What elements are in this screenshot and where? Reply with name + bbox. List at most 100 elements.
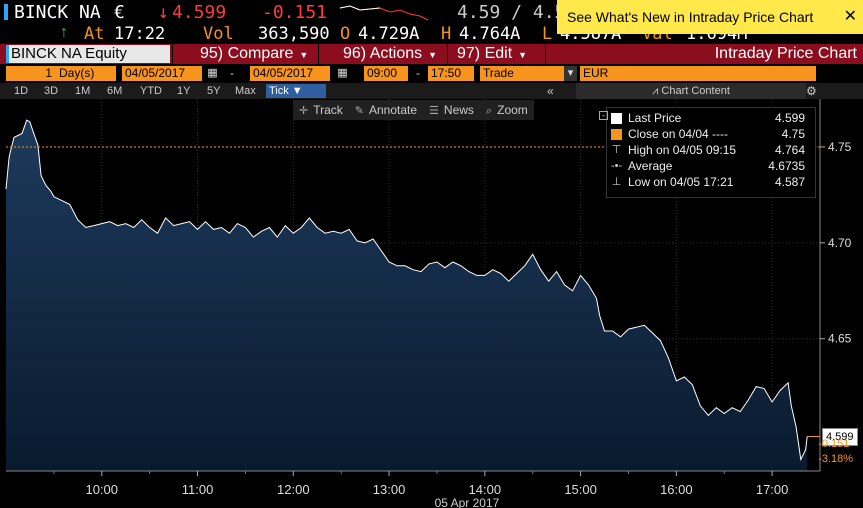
legend-high[interactable]: ⊤ High on 04/05 09:15 4.764 (611, 143, 811, 159)
date-separator: - (230, 66, 234, 80)
chart-icon: ⩘ (652, 85, 662, 97)
calendar-icon[interactable]: ▦ (337, 67, 348, 79)
range-3d[interactable]: 3D (44, 85, 59, 97)
event-value: Trade (483, 66, 514, 80)
zoom-button[interactable]: ⌕ Zoom (480, 100, 534, 120)
range-ytd[interactable]: YTD (140, 85, 162, 97)
x-axis: 10:00 11:00 12:00 13:00 14:00 15:00 16:00 17:00 (6, 470, 820, 497)
orange-square-icon (611, 129, 622, 140)
whats-new-banner[interactable]: See What's New in Intraday Price Chart ✕ (557, 0, 863, 34)
net-change: -0.151 (262, 2, 328, 23)
y-axis: 4.75 4.70 4.65 (820, 140, 852, 346)
white-square-icon (611, 113, 622, 124)
range-1y[interactable]: 1Y (177, 85, 191, 97)
start-date-field[interactable]: 04/05/2017 (122, 66, 202, 81)
dropdown-arrow-icon: ▼ (299, 50, 309, 60)
sparkline-icon (340, 5, 429, 21)
actions-label: 96) Actions (343, 45, 423, 62)
start-time: 09:00 (367, 66, 398, 80)
track-button[interactable]: ✛ Track (293, 100, 349, 120)
days-value: 1 (45, 66, 52, 80)
range-6m[interactable]: 6M (107, 85, 123, 97)
vol-label: Vol (203, 24, 234, 44)
legend-low-value: 4.587 (774, 175, 805, 189)
low-label: L (542, 24, 553, 44)
gear-icon[interactable]: ⚙ (806, 84, 817, 98)
menu-divider (172, 44, 173, 64)
event-select[interactable]: Trade (480, 66, 564, 81)
x-tick-label: 16:00 (660, 482, 693, 497)
collapse-icon[interactable]: « (547, 84, 554, 98)
annotate-button[interactable]: ✎ Annotate (349, 100, 423, 120)
currency-field[interactable]: EUR (580, 66, 816, 81)
parameter-bar: 1 Day(s) 04/05/2017 ▦ - 04/05/2017 ▦ 09:… (0, 65, 863, 82)
actions-menu[interactable]: 96) Actions ▼ (343, 44, 437, 64)
annotate-label: Annotate (369, 103, 418, 117)
legend-average[interactable]: ‑•‑ Average 4.6735 (611, 159, 811, 175)
legend-last-price[interactable]: Last Price 4.599 (611, 111, 811, 127)
chart-content-label: Chart Content (661, 85, 730, 97)
legend-high-value: 4.764 (774, 143, 805, 157)
high-marker-icon: ⊤ (611, 144, 622, 156)
zoom-label: Zoom (497, 103, 528, 117)
close-icon[interactable]: ✕ (843, 8, 857, 25)
days-field[interactable]: 1 (6, 66, 56, 81)
news-button[interactable]: ☰ News (423, 100, 480, 120)
last-price: 4.599 (172, 2, 227, 23)
high-label: H (441, 24, 452, 44)
start-time-field[interactable]: 09:00 (364, 66, 408, 81)
dropdown-arrow-icon: ▼ (428, 50, 438, 60)
x-tick-label: 10:00 (85, 482, 118, 497)
y-tick-label: 4.70 (828, 236, 852, 250)
high-price: 4.764A (459, 24, 521, 44)
open-label: O (340, 24, 351, 44)
x-tick-label: 14:00 (469, 482, 502, 497)
range-1m[interactable]: 1M (75, 85, 91, 97)
range-5y[interactable]: 5Y (207, 85, 221, 97)
collapse-legend-icon[interactable]: - (599, 111, 608, 120)
days-unit: Day(s) (59, 66, 95, 80)
time-separator: - (416, 66, 420, 80)
legend-low[interactable]: ⊥ Low on 04/05 17:21 4.587 (611, 175, 811, 191)
tick-mode-button[interactable]: Tick ▼ (266, 84, 326, 98)
end-time-field[interactable]: 17:50 (428, 66, 474, 81)
menu-divider (318, 44, 319, 64)
x-tick-label: 13:00 (373, 482, 406, 497)
security-field[interactable]: BINCK NA Equity (6, 45, 170, 63)
chart-toolbar: ✛ Track ✎ Annotate ☰ News ⌕ Zoom (293, 100, 534, 120)
edit-menu[interactable]: 97) Edit ▼ (457, 44, 527, 64)
chart-content-tab[interactable]: ⩘ Chart Content (576, 83, 806, 99)
pencil-icon: ✎ (354, 105, 364, 117)
crosshair-icon: ✛ (299, 105, 309, 117)
legend-close[interactable]: Close on 04/04 ---- 4.75 (611, 127, 811, 143)
legend-last-value: 4.599 (774, 111, 805, 125)
chart-legend: Last Price 4.599 Close on 04/04 ---- 4.7… (599, 107, 816, 198)
edit-label: 97) Edit (457, 45, 513, 62)
range-max[interactable]: Max (235, 85, 256, 97)
ticker-symbol: BINCK NA (14, 2, 101, 23)
change-percent-label: -3.18% (818, 453, 854, 466)
end-date-field[interactable]: 04/05/2017 (250, 66, 330, 81)
date-label: 05 Apr 2017 (435, 496, 500, 508)
news-label: News (443, 103, 474, 117)
menu-divider (545, 44, 546, 64)
security-marker (4, 4, 8, 20)
last-price-label: 4.599 (822, 428, 858, 447)
days-unit-field[interactable]: Day(s) (56, 66, 116, 81)
intraday-chart[interactable]: 4.75 4.70 4.65 10:00 11:00 12:00 13:00 14:00 15… (0, 99, 863, 508)
track-label: Track (313, 103, 343, 117)
dropdown-arrow-icon[interactable]: ▾ (564, 66, 577, 81)
calendar-icon[interactable]: ▦ (207, 67, 218, 79)
range-1d[interactable]: 1D (14, 85, 29, 97)
whats-new-text[interactable]: See What's New in Intraday Price Chart (567, 9, 814, 25)
price-area (6, 120, 808, 471)
up-arrow-icon: ↑ (60, 24, 68, 41)
change-label: -0.151 (818, 438, 850, 451)
legend-close-label: Close on 04/04 ---- (628, 127, 729, 141)
y-tick-label: 4.75 (828, 140, 852, 154)
range-bar: 1D 3D 1M 6M YTD 1Y 5Y Max Tick ▼ « ⩘ Cha… (0, 83, 863, 99)
currency-symbol: € (114, 2, 125, 23)
volume: 363,590 (258, 24, 330, 44)
end-date: 04/05/2017 (253, 66, 314, 80)
compare-menu[interactable]: 95) Compare ▼ (200, 44, 308, 64)
